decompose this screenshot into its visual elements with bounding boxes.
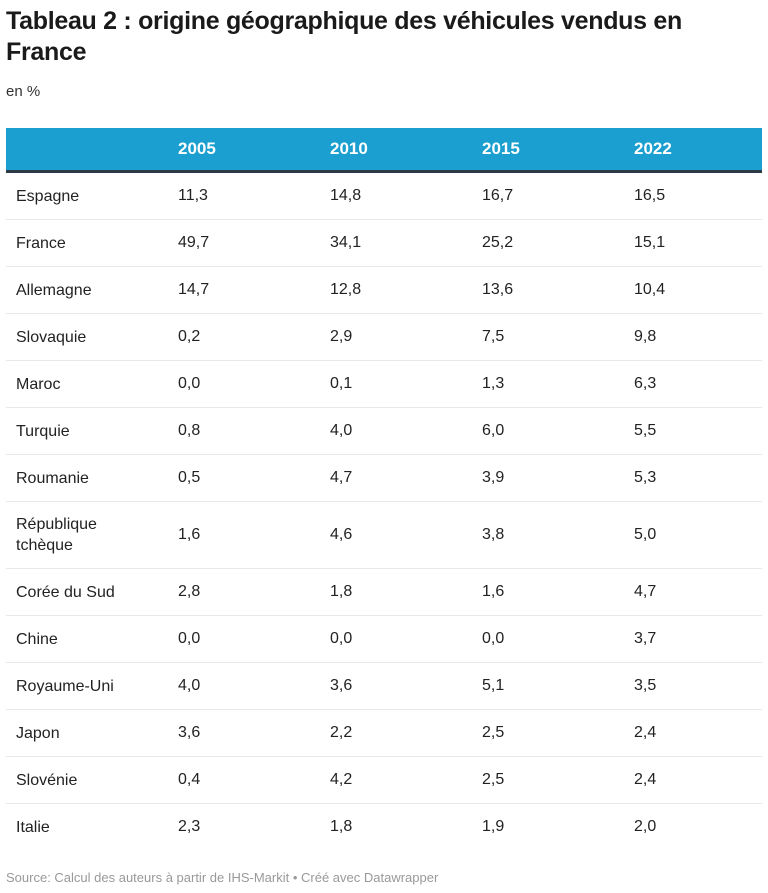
value-cell: 2,4 bbox=[634, 756, 762, 804]
value-cell: 0,0 bbox=[178, 360, 330, 408]
value-cell: 25,2 bbox=[482, 219, 634, 267]
value-cell: 6,0 bbox=[482, 407, 634, 455]
table-row: Espagne 11,3 14,8 16,7 16,5 bbox=[6, 171, 762, 220]
value-cell: 14,8 bbox=[330, 171, 482, 220]
table-row: Royaume-Uni 4,0 3,6 5,1 3,5 bbox=[6, 662, 762, 710]
value-cell: 0,0 bbox=[482, 615, 634, 663]
value-cell: 0,2 bbox=[178, 313, 330, 361]
value-cell: 3,6 bbox=[178, 709, 330, 757]
row-label: France bbox=[6, 219, 178, 267]
row-label: Corée du Sud bbox=[6, 568, 178, 616]
table-row: Maroc 0,0 0,1 1,3 6,3 bbox=[6, 360, 762, 408]
row-label: Espagne bbox=[6, 171, 178, 220]
value-cell: 11,3 bbox=[178, 171, 330, 220]
data-table: 2005 2010 2015 2022 Espagne 11,3 14,8 16,7 16,5… bbox=[6, 128, 762, 850]
value-cell: 4,0 bbox=[330, 407, 482, 455]
table-row: Japon 3,6 2,2 2,5 2,4 bbox=[6, 709, 762, 757]
table-row: République tchèque 1,6 4,6 3,8 5,0 bbox=[6, 501, 762, 569]
header-cell-empty bbox=[6, 128, 178, 173]
value-cell: 1,8 bbox=[330, 818, 353, 835]
value-cell: 15,1 bbox=[634, 219, 762, 267]
row-label: Chine bbox=[6, 615, 178, 663]
value-cell: 3,8 bbox=[482, 501, 634, 569]
value-cell: 2,5 bbox=[482, 709, 634, 757]
column-header: 2005 bbox=[178, 128, 330, 173]
value-cell: 4,2 bbox=[330, 756, 482, 804]
value-cell: 0,8 bbox=[178, 407, 330, 455]
column-header: 2010 bbox=[330, 128, 482, 173]
value-cell: 13,6 bbox=[482, 266, 634, 314]
value-cell: 14,7 bbox=[178, 266, 330, 314]
table-row: Roumanie 0,5 4,7 3,9 5,3 bbox=[6, 454, 762, 502]
value-cell: 49,7 bbox=[178, 219, 330, 267]
value-cell: 0,1 bbox=[330, 360, 482, 408]
value-cell: 12,8 bbox=[330, 266, 482, 314]
value-cell: 2,9 bbox=[330, 313, 482, 361]
value-cell: 16,7 bbox=[482, 171, 634, 220]
row-label: Turquie bbox=[6, 407, 178, 455]
source-note: Source: Calcul des auteurs à partir de I… bbox=[6, 870, 439, 885]
value-cell: 4,0 bbox=[178, 662, 330, 710]
value-cell: 7,5 bbox=[482, 313, 634, 361]
value-cell: 1,6 bbox=[178, 501, 330, 569]
value-cell: 1,6 bbox=[482, 568, 634, 616]
value-cell: 10,4 bbox=[634, 266, 762, 314]
value-cell: 5,0 bbox=[634, 501, 762, 569]
table-row: Slovaquie 0,2 2,9 7,5 9,8 bbox=[6, 313, 762, 361]
row-label: Slovénie bbox=[6, 756, 178, 804]
row-label: Allemagne bbox=[6, 266, 178, 314]
table-row: Slovénie 0,4 4,2 2,5 2,4 bbox=[6, 756, 762, 804]
value-cell: 5,1 bbox=[482, 662, 634, 710]
value-cell: 4,7 bbox=[634, 568, 762, 616]
value-cell: 0,5 bbox=[178, 454, 330, 502]
row-label: Maroc bbox=[6, 360, 178, 408]
value-cell: 3,7 bbox=[634, 615, 762, 663]
table-row: Italie 2,3 1,8 1,9 2,0 bbox=[6, 804, 762, 851]
row-label: République tchèque bbox=[6, 501, 178, 569]
value-cell: 2,0 bbox=[634, 818, 657, 835]
value-cell: 6,3 bbox=[634, 360, 762, 408]
value-cell: 2,8 bbox=[178, 568, 330, 616]
value-cell: 0,4 bbox=[178, 756, 330, 804]
value-cell: 4,6 bbox=[330, 501, 482, 569]
column-header: 2015 bbox=[482, 128, 634, 173]
value-cell: 1,8 bbox=[330, 568, 482, 616]
value-cell: 9,8 bbox=[634, 313, 762, 361]
header-row: 2005 2010 2015 2022 bbox=[6, 128, 762, 173]
table-row: France 49,7 34,1 25,2 15,1 bbox=[6, 219, 762, 267]
value-cell: 0,0 bbox=[330, 615, 482, 663]
row-label: Italie bbox=[16, 818, 50, 836]
value-cell: 2,2 bbox=[330, 709, 482, 757]
table-row: Allemagne 14,7 12,8 13,6 10,4 bbox=[6, 266, 762, 314]
row-label: Japon bbox=[6, 709, 178, 757]
value-cell: 0,0 bbox=[178, 615, 330, 663]
value-cell: 4,7 bbox=[330, 454, 482, 502]
column-header: 2022 bbox=[634, 128, 762, 173]
value-cell: 5,3 bbox=[634, 454, 762, 502]
value-cell: 1,9 bbox=[482, 818, 505, 835]
value-cell: 2,5 bbox=[482, 756, 634, 804]
table-row: Chine 0,0 0,0 0,0 3,7 bbox=[6, 615, 762, 663]
value-cell: 34,1 bbox=[330, 219, 482, 267]
value-cell: 2,4 bbox=[634, 709, 762, 757]
row-label: Royaume-Uni bbox=[6, 662, 178, 710]
value-cell: 5,5 bbox=[634, 407, 762, 455]
table-title: Tableau 2 : origine géographique des véh… bbox=[6, 7, 682, 66]
table-subtitle: en % bbox=[6, 83, 41, 100]
value-cell: 3,6 bbox=[330, 662, 482, 710]
table-row: Corée du Sud 2,8 1,8 1,6 4,7 bbox=[6, 568, 762, 616]
value-cell: 3,5 bbox=[634, 662, 762, 710]
value-cell: 1,3 bbox=[482, 360, 634, 408]
value-cell: 16,5 bbox=[634, 171, 762, 220]
value-cell: 3,9 bbox=[482, 454, 634, 502]
value-cell: 2,3 bbox=[178, 818, 201, 835]
table-row: Turquie 0,8 4,0 6,0 5,5 bbox=[6, 407, 762, 455]
row-label: Roumanie bbox=[6, 454, 178, 502]
row-label: Slovaquie bbox=[6, 313, 178, 361]
